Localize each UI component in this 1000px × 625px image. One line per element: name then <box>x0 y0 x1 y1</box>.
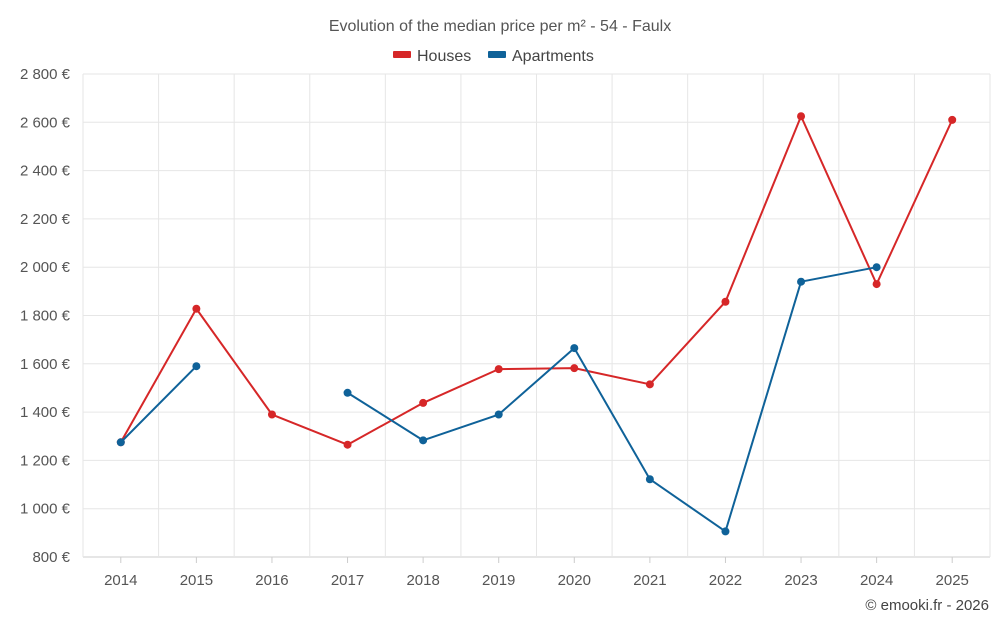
data-point[interactable] <box>721 297 730 306</box>
data-point[interactable] <box>872 263 881 272</box>
grid <box>82 73 991 558</box>
series-line <box>119 365 198 444</box>
data-point[interactable] <box>797 277 806 286</box>
data-point[interactable] <box>343 440 352 449</box>
data-point[interactable] <box>116 438 125 447</box>
data-point[interactable] <box>570 344 579 353</box>
x-tick-label: 2024 <box>860 572 893 589</box>
data-point[interactable] <box>721 527 730 536</box>
x-tick-label: 2020 <box>558 572 591 589</box>
legend-label: Houses <box>417 48 471 65</box>
data-point[interactable] <box>645 475 654 484</box>
legend-item-houses[interactable]: Houses <box>393 48 471 65</box>
y-tick-label: 2 600 € <box>20 114 71 131</box>
data-point[interactable] <box>267 410 276 419</box>
data-point[interactable] <box>645 380 654 389</box>
data-point[interactable] <box>419 436 428 445</box>
legend-item-apartments[interactable]: Apartments <box>488 48 594 65</box>
y-tick-label: 1 400 € <box>20 404 71 421</box>
x-tick-label: 2017 <box>331 572 364 589</box>
series-apartments <box>116 263 881 536</box>
y-tick-label: 1 200 € <box>20 452 71 469</box>
credit-text: © emooki.fr - 2026 <box>865 597 989 614</box>
x-tick-label: 2025 <box>936 572 969 589</box>
legend-label: Apartments <box>512 48 594 65</box>
y-tick-label: 1 000 € <box>20 501 71 518</box>
data-point[interactable] <box>797 112 806 121</box>
data-point[interactable] <box>948 115 957 124</box>
x-tick-label: 2021 <box>633 572 666 589</box>
data-point[interactable] <box>494 365 503 374</box>
data-point[interactable] <box>192 362 201 371</box>
chart-title: Evolution of the median price per m² - 5… <box>329 18 671 35</box>
y-axis: 800 € 1 000 € 1 200 € 1 400 € 1 600 € 1 800 €… <box>20 66 71 566</box>
series-line <box>119 115 954 446</box>
y-tick-label: 2 200 € <box>20 211 71 228</box>
data-point[interactable] <box>872 280 881 289</box>
legend: Houses Apartments <box>393 48 594 65</box>
series-group <box>116 112 957 536</box>
data-point[interactable] <box>570 364 579 373</box>
y-tick-label: 2 400 € <box>20 163 71 180</box>
series-line <box>346 266 878 533</box>
x-tick-label: 2023 <box>784 572 817 589</box>
legend-swatch <box>488 51 506 58</box>
x-axis: 2014 2015 2016 2017 2018 2019 2020 2021 2022 2023… <box>104 557 969 589</box>
x-tick-label: 2019 <box>482 572 515 589</box>
y-tick-label: 1 600 € <box>20 356 71 373</box>
x-tick-label: 2022 <box>709 572 742 589</box>
data-point[interactable] <box>494 410 503 419</box>
legend-swatch <box>393 51 411 58</box>
y-tick-label: 2 800 € <box>20 66 71 83</box>
data-point[interactable] <box>419 398 428 407</box>
y-tick-label: 1 800 € <box>20 308 71 325</box>
x-tick-label: 2016 <box>255 572 288 589</box>
x-tick-label: 2014 <box>104 572 137 589</box>
data-point[interactable] <box>343 388 352 397</box>
x-tick-label: 2018 <box>406 572 439 589</box>
y-tick-label: 800 € <box>32 549 70 566</box>
data-point[interactable] <box>192 304 201 313</box>
x-tick-label: 2015 <box>180 572 213 589</box>
y-tick-label: 2 000 € <box>20 259 71 276</box>
